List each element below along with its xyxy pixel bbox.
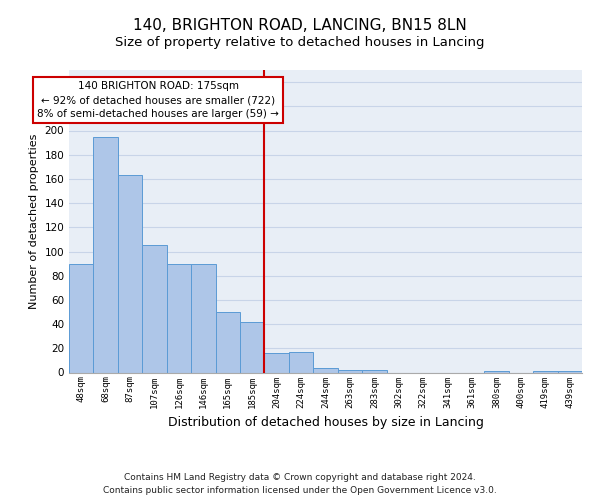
Y-axis label: Number of detached properties: Number of detached properties — [29, 134, 39, 309]
Text: 140, BRIGHTON ROAD, LANCING, BN15 8LN: 140, BRIGHTON ROAD, LANCING, BN15 8LN — [133, 18, 467, 32]
Bar — [191, 264, 215, 372]
Bar — [215, 312, 240, 372]
Bar — [362, 370, 386, 372]
Text: 140 BRIGHTON ROAD: 175sqm
← 92% of detached houses are smaller (722)
8% of semi-: 140 BRIGHTON ROAD: 175sqm ← 92% of detac… — [37, 81, 279, 119]
Bar — [69, 264, 94, 372]
Text: Contains HM Land Registry data © Crown copyright and database right 2024.
Contai: Contains HM Land Registry data © Crown c… — [103, 474, 497, 495]
Bar — [167, 264, 191, 372]
Bar — [289, 352, 313, 372]
X-axis label: Distribution of detached houses by size in Lancing: Distribution of detached houses by size … — [167, 416, 484, 429]
Bar — [94, 136, 118, 372]
Bar — [240, 322, 265, 372]
Bar — [265, 353, 289, 372]
Bar — [313, 368, 338, 372]
Bar — [338, 370, 362, 372]
Bar — [118, 176, 142, 372]
Text: Size of property relative to detached houses in Lancing: Size of property relative to detached ho… — [115, 36, 485, 49]
Bar — [142, 246, 167, 372]
